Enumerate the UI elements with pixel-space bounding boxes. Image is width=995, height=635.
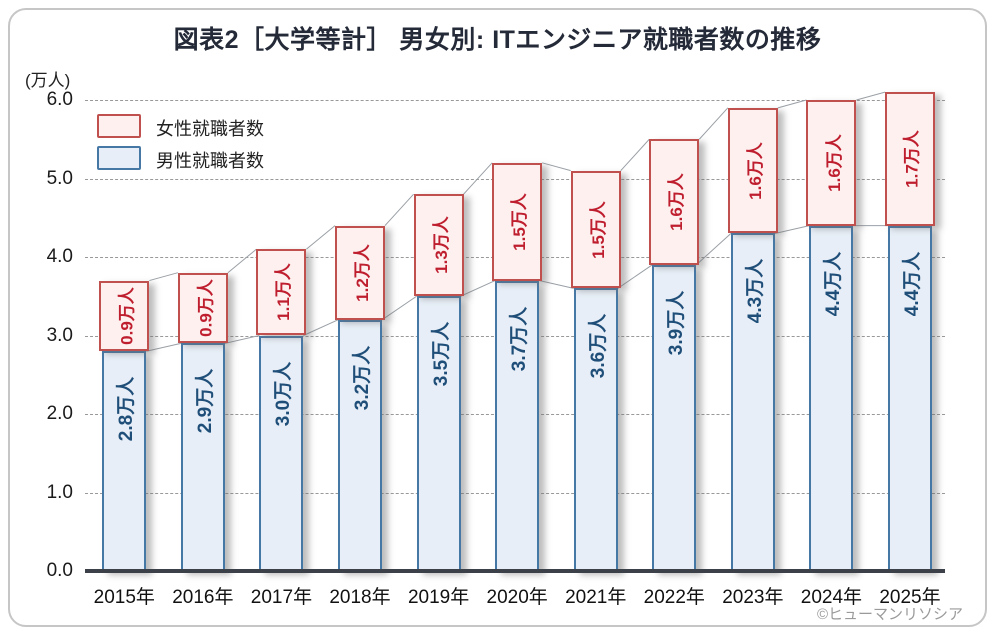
male-bar (259, 335, 304, 571)
y-tick-label: 3.0 (46, 324, 73, 346)
y-tick-label: 1.0 (46, 481, 73, 503)
x-tick-label: 2022年 (643, 587, 705, 608)
x-axis-baseline (85, 569, 945, 573)
connector-line (224, 335, 260, 344)
x-tick-label: 2024年 (800, 587, 863, 608)
y-tick-label: 6.0 (46, 89, 73, 110)
y-tick-label: 4.0 (46, 246, 73, 267)
male-bar (809, 225, 854, 571)
legend-label-male: 男性就職者数 (156, 151, 264, 171)
x-tick-label: 2020年 (486, 587, 548, 608)
x-tick-label: 2021年 (565, 587, 627, 608)
legend-swatch-male (97, 146, 141, 170)
connector-line (303, 319, 339, 336)
copyright-text: ©ヒューマンリソシア (816, 606, 963, 623)
x-tick-label: 2016年 (172, 587, 234, 608)
connector-line (460, 280, 496, 297)
connector-line (542, 162, 571, 172)
female-bar (885, 92, 935, 226)
female-bar (806, 100, 857, 226)
connector-line (698, 107, 729, 140)
female-bar (413, 194, 464, 297)
female-bar (570, 170, 621, 289)
male-bar (652, 264, 697, 571)
male-bar (416, 296, 461, 571)
connector-line (149, 272, 179, 282)
x-tick-label: 2023年 (722, 587, 784, 608)
male-bar (573, 288, 618, 571)
legend-label-female: 女性就職者数 (156, 119, 264, 139)
y-tick-label: 2.0 (46, 403, 73, 424)
legend-swatch-female (97, 114, 141, 138)
y-tick-label: 0.0 (46, 560, 73, 581)
male-bar (102, 351, 147, 571)
female-bar (256, 249, 307, 336)
connector-line (227, 248, 257, 274)
chart-title: 図表2［大学等計］ 男女別: ITエンジニア就職者数の推移 (173, 26, 822, 54)
connector-line (384, 193, 414, 226)
y-tick-label: 5.0 (46, 167, 73, 189)
connector-line (620, 138, 650, 171)
x-tick-label: 2015年 (93, 587, 155, 608)
female-bar (492, 162, 543, 281)
connector-line (146, 342, 181, 352)
female-bar (727, 107, 778, 234)
gridline (85, 100, 945, 101)
x-tick-label: 2019年 (407, 587, 470, 608)
connector-line (856, 91, 886, 101)
x-tick-label: 2018年 (329, 587, 391, 608)
male-bar (495, 280, 540, 571)
y-axis-unit-label: (万人) (25, 71, 71, 90)
male-bar (180, 343, 225, 571)
female-bar (177, 272, 228, 344)
female-bar (99, 280, 150, 352)
x-tick-label: 2017年 (250, 587, 313, 608)
female-bar (335, 225, 385, 320)
connector-line (617, 264, 653, 289)
male-bar (888, 225, 932, 571)
connector-line (777, 99, 807, 109)
connector-line (539, 280, 574, 289)
connector-line (695, 233, 732, 266)
connector-line (306, 225, 336, 250)
male-bar (730, 233, 775, 571)
connector-line (381, 295, 417, 321)
female-bar (649, 139, 700, 265)
x-tick-label: 2025年 (879, 587, 941, 608)
connector-line (774, 225, 810, 234)
male-bar (338, 319, 382, 571)
